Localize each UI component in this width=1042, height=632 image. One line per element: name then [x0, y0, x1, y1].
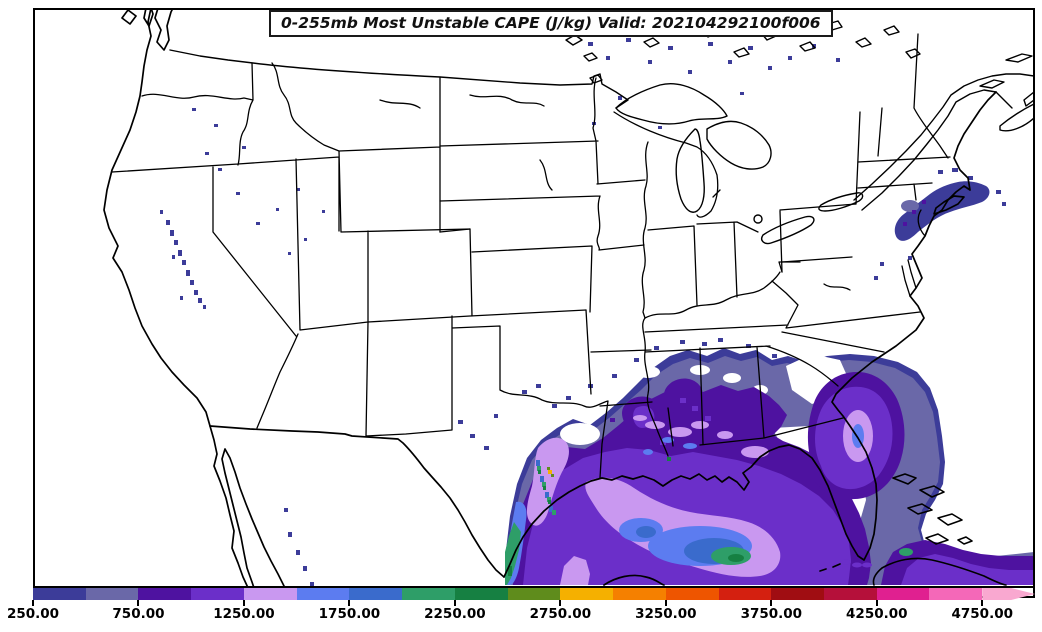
colorbar-segment	[982, 588, 1035, 600]
colorbar-tick-label: 1750.00	[318, 606, 381, 622]
colorbar-segment	[85, 588, 139, 600]
colorbar-tick	[770, 600, 773, 606]
islands	[872, 473, 1007, 586]
colorbar-tick-label: 250.00	[6, 606, 60, 622]
colorbar-tick	[242, 600, 245, 606]
colorbar-segment	[243, 588, 297, 600]
cape-fill-2500	[547, 467, 554, 477]
colorbar-segment	[560, 588, 614, 600]
state-borders	[111, 33, 951, 479]
cape-speckles	[160, 38, 1006, 586]
colorbar-segment	[454, 588, 508, 600]
colorbar-tick-label: 2250.00	[424, 606, 486, 622]
great-lakes	[615, 83, 864, 245]
map-title: 0-255mb Most Unstable CAPE (J/kg) Valid:…	[281, 14, 821, 32]
coastlines	[103, 9, 997, 597]
colorbar-segment	[824, 588, 877, 600]
geography	[103, 9, 1034, 597]
colorbar-bar	[33, 586, 1035, 600]
colorbar-segment	[33, 588, 86, 600]
colorbar-segment	[138, 588, 192, 600]
colorbar-segment	[718, 588, 772, 600]
colorbar-segment	[507, 588, 561, 600]
colorbar-tick-label: 3750.00	[740, 606, 803, 622]
colorbar-tick-label: 3250.00	[635, 606, 697, 622]
colorbar-segment	[771, 588, 825, 600]
title-box: 0-255mb Most Unstable CAPE (J/kg) Valid:…	[269, 10, 833, 37]
colorbar-segment	[191, 588, 244, 600]
cape-fill-2250	[508, 457, 744, 576]
colorbar-tick	[875, 600, 878, 606]
colorbar-tick-label: 4750.00	[951, 606, 1014, 622]
colorbar-segment	[876, 588, 930, 600]
colorbar-segment	[296, 588, 350, 600]
cape-contours	[160, 38, 1034, 586]
colorbar-segment	[402, 588, 455, 600]
colorbar-segment	[665, 588, 719, 600]
colorbar-segment	[613, 588, 666, 600]
colorbar-tick	[559, 600, 562, 606]
colorbar-tick	[453, 600, 456, 606]
colorbar-tick-label: 750.00	[112, 606, 165, 622]
colorbar-tick-label: 1250.00	[213, 606, 275, 622]
canada-borders	[169, 14, 1034, 224]
colorbar-tick	[32, 600, 34, 606]
colorbar-tick-label: 4250.00	[846, 606, 908, 622]
colorbar-tick	[664, 600, 667, 606]
cape-fill-2750-max	[548, 470, 552, 474]
colorbar-tick	[348, 600, 351, 606]
colorbar-segment	[929, 588, 983, 600]
colorbar-segment	[349, 588, 403, 600]
colorbar-tick-label: 2750.00	[529, 606, 592, 622]
colorbar-tick	[137, 600, 140, 606]
colorbar-tick	[981, 600, 984, 606]
